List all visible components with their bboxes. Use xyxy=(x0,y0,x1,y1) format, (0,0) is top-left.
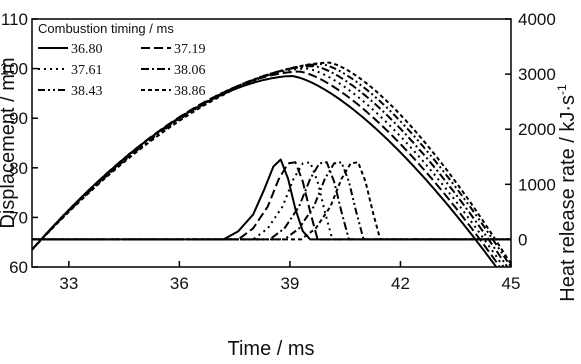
y-axis-label-right: Heat release rate / kJ·s xyxy=(557,95,579,302)
y-axis-label-left: Displacement / mm xyxy=(0,57,19,228)
y-right-tick-label: 2000 xyxy=(518,120,556,139)
plot-curves xyxy=(32,61,511,267)
y-right-tick-label: 4000 xyxy=(518,10,556,29)
displacement-line-5 xyxy=(32,61,511,266)
displacement-line-4 xyxy=(32,63,511,267)
legend-title: Combustion timing / ms xyxy=(38,21,174,36)
x-tick-label: 42 xyxy=(391,274,410,293)
heat-release-line-2 xyxy=(32,161,511,241)
svg-text:Heat release rate / kJ·s-1: Heat release rate / kJ·s-1 xyxy=(555,84,579,302)
heat-release-line-0 xyxy=(32,158,511,241)
x-tick-label: 36 xyxy=(170,274,189,293)
heat-release-line-1 xyxy=(32,161,511,241)
legend-label-5: 38.86 xyxy=(174,84,206,99)
x-tick-label: 45 xyxy=(502,274,521,293)
y-right-tick-label: 1000 xyxy=(518,175,556,194)
y-left-tick-label: 60 xyxy=(9,258,28,277)
y-left-tick-label: 110 xyxy=(1,10,28,29)
legend-label-3: 38.06 xyxy=(174,63,206,78)
displacement-line-0 xyxy=(32,74,498,267)
y-left-tick-label: 100 xyxy=(0,60,28,79)
y-axis-label-right-group: Heat release rate / kJ·s-1 xyxy=(555,84,579,302)
legend-label-4: 38.43 xyxy=(71,84,103,99)
legend: Combustion timing / ms 36.80 37.19 37.61 38… xyxy=(38,21,206,99)
y-axis-label-right-superscript: -1 xyxy=(555,84,569,95)
y-left-tick-label: 90 xyxy=(9,109,28,128)
legend-label-0: 36.80 xyxy=(71,42,103,57)
displacement-line-1 xyxy=(32,70,502,267)
heat-release-line-4 xyxy=(32,161,511,241)
y-right-tick-label: 0 xyxy=(518,230,527,249)
y-left-tick-label: 80 xyxy=(9,159,28,178)
legend-label-1: 37.19 xyxy=(174,42,206,57)
x-tick-label: 39 xyxy=(280,274,299,293)
heat-release-line-5 xyxy=(32,161,511,241)
y-left-tick-label: 70 xyxy=(9,208,28,227)
legend-label-2: 37.61 xyxy=(71,63,103,78)
plot-frame xyxy=(31,18,512,268)
x-tick-label: 33 xyxy=(59,274,78,293)
axis-ticks: 33 36 39 42 45 60 70 80 90 100 110 0 1000 2000 3000 400… xyxy=(0,10,556,293)
y-right-tick-label: 3000 xyxy=(518,65,556,84)
x-axis-label: Time / ms xyxy=(227,338,314,360)
